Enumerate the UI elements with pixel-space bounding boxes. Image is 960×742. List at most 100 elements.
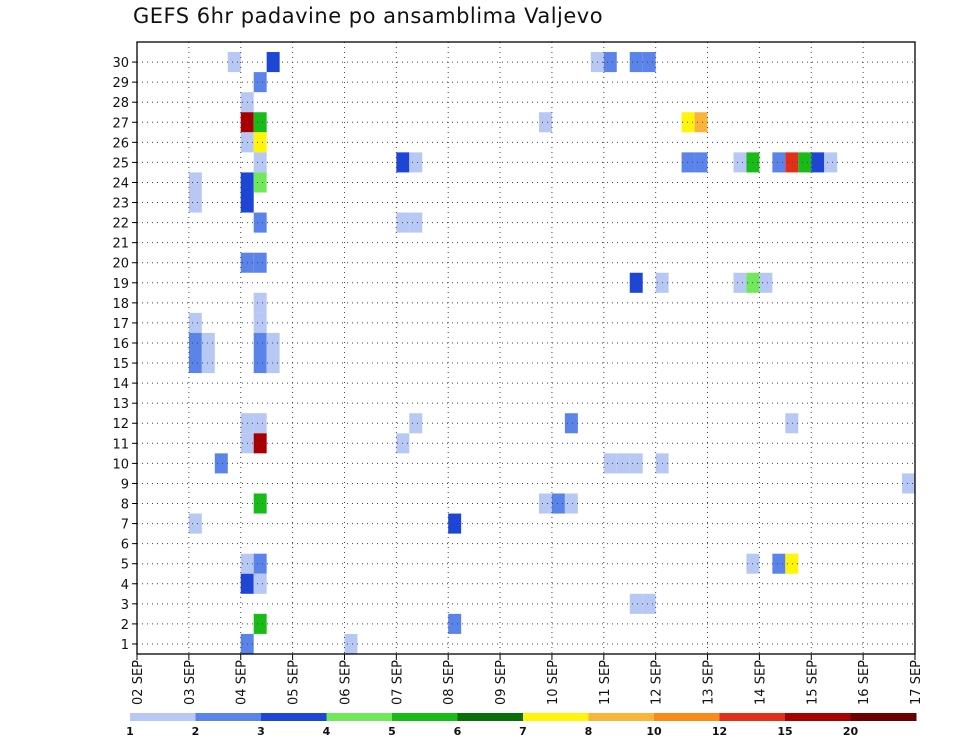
heatmap-cell bbox=[785, 413, 799, 434]
y-tick-label: 17 bbox=[112, 317, 129, 332]
heatmap-cell bbox=[409, 212, 423, 233]
y-tick-label: 2 bbox=[121, 618, 129, 633]
heatmap-cell bbox=[629, 453, 643, 474]
y-tick-label: 16 bbox=[112, 337, 129, 352]
heatmap-cell bbox=[551, 493, 565, 514]
colorbar-swatch bbox=[130, 713, 196, 721]
heatmap-cells bbox=[188, 52, 915, 654]
colorbar-label: 4 bbox=[323, 725, 331, 738]
colorbar-swatch bbox=[195, 713, 262, 721]
x-tick-label: 09 SEP bbox=[494, 660, 509, 705]
heatmap-cell bbox=[253, 312, 267, 333]
x-tick-label: 16 SEP bbox=[857, 660, 872, 705]
colorbar-swatch bbox=[326, 713, 393, 721]
heatmap-cell bbox=[564, 413, 578, 434]
colorbar-swatch bbox=[392, 713, 458, 721]
y-tick-label: 21 bbox=[112, 237, 129, 252]
heatmap-cell bbox=[902, 473, 915, 494]
heatmap-cell bbox=[253, 573, 267, 594]
x-tick-label: 04 SEP bbox=[235, 660, 250, 705]
y-tick-label: 30 bbox=[112, 56, 129, 71]
heatmap-cell bbox=[201, 332, 215, 354]
heatmap-cell bbox=[629, 593, 643, 614]
colorbar-swatch bbox=[785, 713, 851, 721]
heatmap-cell bbox=[253, 433, 267, 454]
colorbar-label: 6 bbox=[454, 725, 462, 738]
heatmap-cell bbox=[409, 413, 423, 434]
heatmap-cell bbox=[227, 52, 241, 73]
y-tick-label: 9 bbox=[121, 477, 129, 492]
colorbar-label: 5 bbox=[388, 725, 396, 738]
heatmap-cell bbox=[564, 493, 578, 514]
heatmap-cell bbox=[266, 353, 280, 374]
y-tick-label: 4 bbox=[121, 578, 129, 593]
colorbar-swatch bbox=[654, 713, 720, 721]
y-tick-label: 26 bbox=[112, 136, 129, 151]
grid-lines bbox=[137, 42, 915, 654]
y-tick-label: 23 bbox=[112, 197, 129, 212]
heatmap-cell bbox=[253, 72, 267, 93]
heatmap-cell bbox=[642, 593, 656, 614]
heatmap-cell bbox=[253, 132, 267, 153]
heatmap-cell bbox=[409, 152, 423, 173]
x-tick-label: 05 SEP bbox=[287, 660, 302, 705]
colorbar-label: 1 bbox=[126, 725, 134, 738]
heatmap-cell bbox=[603, 52, 617, 73]
colorbar-swatch bbox=[588, 713, 655, 721]
colorbar-label: 15 bbox=[777, 725, 792, 738]
x-axis-ticks: 02 SEP 03 SEP 04 SEP 05 SEP 06 SEP 07 SEP 08 S… bbox=[131, 654, 924, 705]
colorbar-label: 12 bbox=[712, 725, 727, 738]
heatmap-cell bbox=[214, 453, 228, 474]
heatmap-cell bbox=[798, 152, 812, 173]
y-tick-label: 24 bbox=[112, 176, 129, 191]
heatmap-cell bbox=[201, 353, 215, 374]
heatmap-cell bbox=[253, 212, 267, 233]
colorbar-label: 10 bbox=[646, 725, 662, 738]
y-tick-label: 12 bbox=[112, 417, 129, 432]
x-tick-label: 14 SEP bbox=[753, 660, 768, 705]
y-tick-label: 13 bbox=[112, 397, 129, 412]
heatmap-cell bbox=[616, 453, 630, 474]
heatmap-cell bbox=[253, 613, 267, 634]
x-tick-label: 12 SEP bbox=[650, 660, 665, 705]
colorbar-label: 8 bbox=[585, 725, 593, 738]
colorbar: 1 2 3 4 5 6 7 8 10 12 15 20 bbox=[126, 713, 917, 738]
y-tick-label: 19 bbox=[112, 277, 129, 292]
colorbar-swatch bbox=[850, 713, 917, 721]
heatmap-cell bbox=[188, 192, 202, 213]
heatmap-cell bbox=[538, 493, 552, 514]
heatmap-cell bbox=[344, 633, 358, 654]
y-tick-label: 22 bbox=[112, 217, 129, 232]
heatmap-cell bbox=[266, 332, 280, 354]
y-tick-label: 1 bbox=[121, 638, 129, 653]
x-tick-label: 17 SEP bbox=[909, 660, 924, 705]
heatmap-cell bbox=[253, 493, 267, 514]
y-tick-label: 7 bbox=[121, 518, 129, 533]
colorbar-label: 7 bbox=[519, 725, 527, 738]
y-tick-label: 27 bbox=[112, 116, 129, 131]
heatmap-cell bbox=[759, 272, 773, 293]
colorbar-swatch bbox=[719, 713, 786, 721]
heatmap-cell bbox=[538, 112, 552, 133]
y-tick-label: 6 bbox=[121, 538, 129, 553]
heatmap-cell bbox=[188, 332, 202, 354]
heatmap-cell bbox=[448, 513, 462, 534]
heatmap-cell bbox=[603, 453, 617, 474]
y-tick-label: 14 bbox=[112, 377, 129, 392]
y-tick-label: 10 bbox=[112, 457, 129, 472]
heatmap-cell bbox=[772, 553, 786, 574]
y-tick-label: 5 bbox=[121, 558, 129, 573]
y-tick-label: 18 bbox=[112, 297, 129, 312]
heatmap-cell bbox=[681, 112, 695, 133]
heatmap-cell bbox=[448, 613, 462, 634]
y-tick-label: 8 bbox=[121, 498, 129, 513]
heatmap-cell bbox=[188, 513, 202, 534]
heatmap-cell bbox=[253, 152, 267, 173]
colorbar-swatch bbox=[261, 713, 327, 721]
x-tick-label: 10 SEP bbox=[546, 660, 561, 705]
colorbar-label: 3 bbox=[257, 725, 265, 738]
heatmap-cell bbox=[824, 152, 838, 173]
y-tick-label: 3 bbox=[121, 598, 129, 613]
colorbar-label: 2 bbox=[192, 725, 200, 738]
